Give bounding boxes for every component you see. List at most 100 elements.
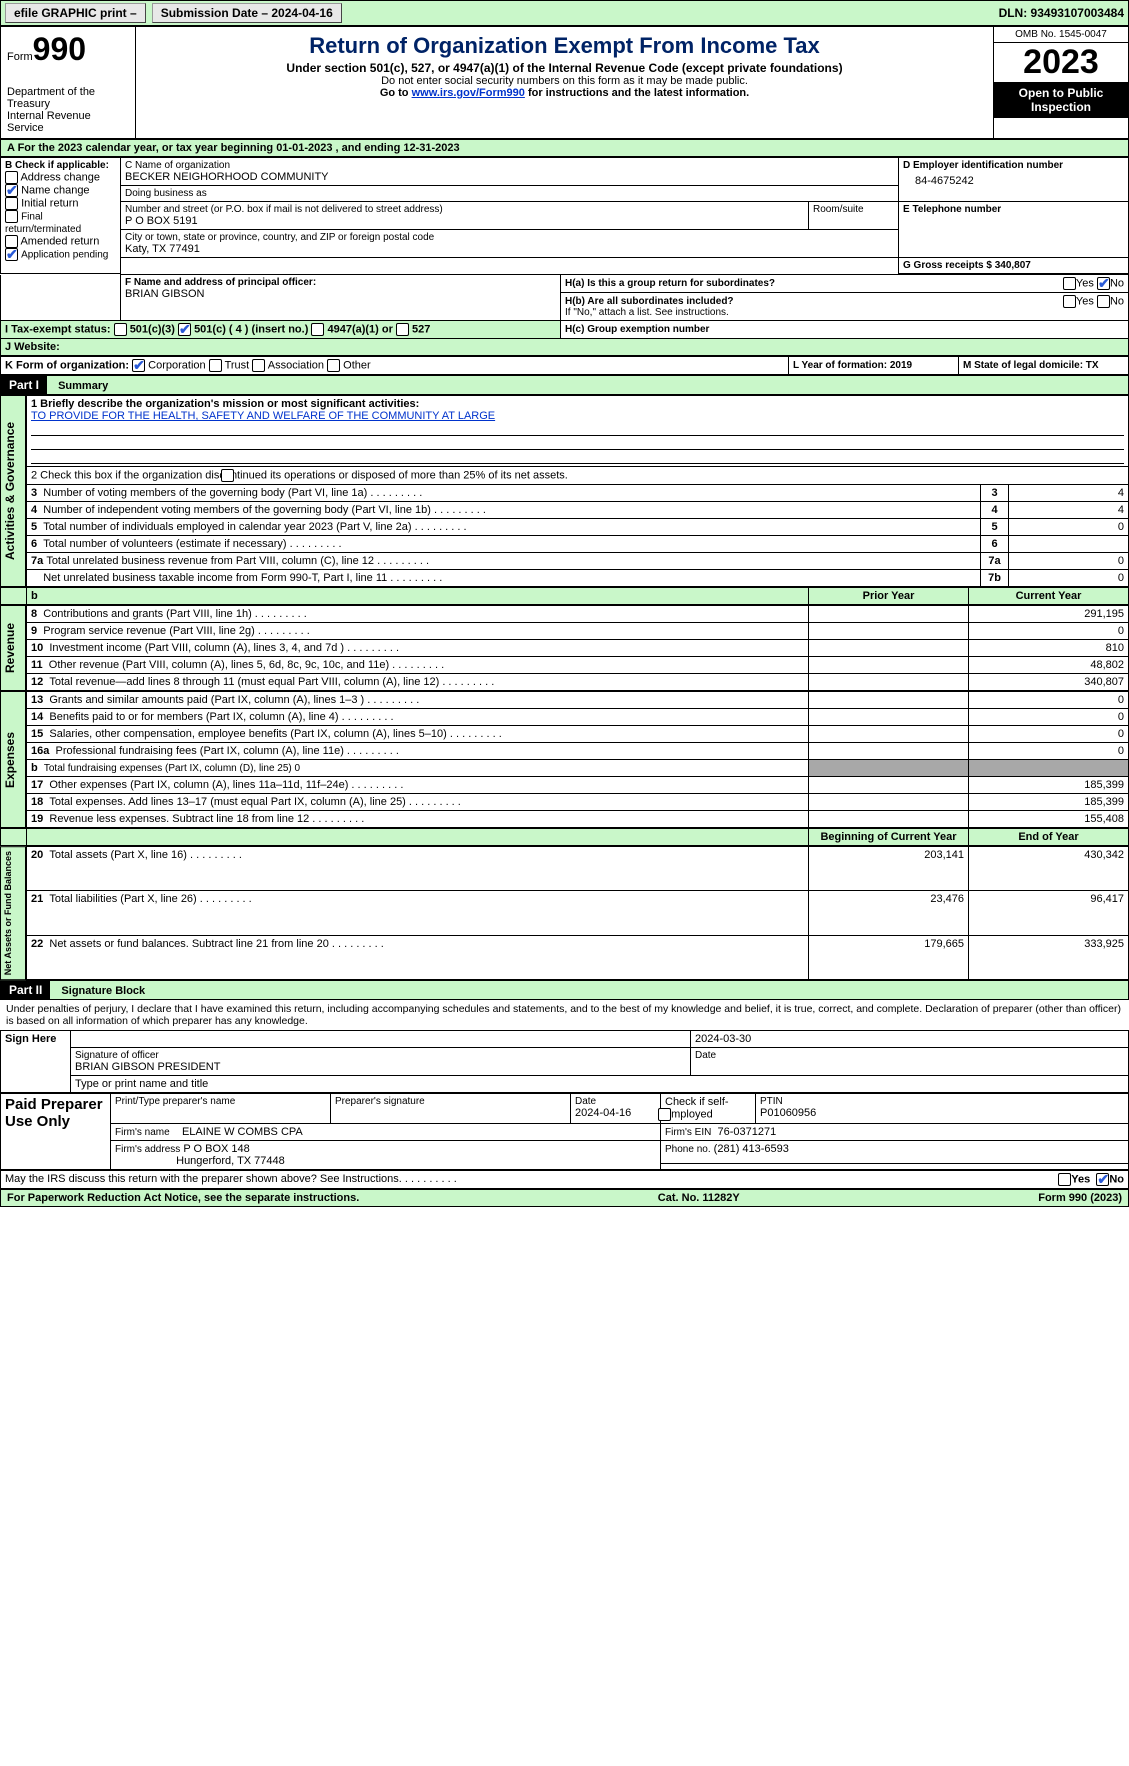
- k-other: Other: [343, 359, 371, 371]
- room-label: Room/suite: [813, 204, 894, 215]
- ptin: P01060956: [760, 1107, 1124, 1119]
- row-value: [809, 623, 969, 640]
- table-row: 17 Other expenses (Part IX, column (A), …: [27, 777, 1129, 794]
- row-value: [809, 640, 969, 657]
- i-4947-check[interactable]: [311, 323, 324, 336]
- efile-print-button[interactable]: efile GRAPHIC print –: [5, 3, 146, 23]
- org-info-table: B Check if applicable: Address change Na…: [0, 157, 1129, 274]
- form-prefix: Form: [7, 51, 33, 63]
- i-527-check[interactable]: [396, 323, 409, 336]
- i-501c3-check[interactable]: [114, 323, 127, 336]
- row-label: Total revenue—add lines 8 through 11 (mu…: [49, 676, 494, 688]
- r4-box: 4: [981, 502, 1009, 519]
- row-label: Program service revenue (Part VIII, line…: [43, 625, 310, 637]
- self-employed-check[interactable]: [658, 1108, 671, 1121]
- r7b-val: 0: [1009, 570, 1129, 587]
- table-row: 20 Total assets (Part X, line 16)203,141…: [27, 847, 1129, 891]
- may-irs-discuss: May the IRS discuss this return with the…: [5, 1173, 457, 1185]
- officer-name: BRIAN GIBSON: [125, 288, 556, 300]
- ptin-label: PTIN: [760, 1096, 1124, 1107]
- discuss-yes-check[interactable]: [1058, 1173, 1071, 1186]
- row-label: Total liabilities (Part X, line 26): [49, 893, 251, 905]
- table-row: 9 Program service revenue (Part VIII, li…: [27, 623, 1129, 640]
- row-value: 23,476: [809, 891, 969, 935]
- r3-val: 4: [1009, 485, 1129, 502]
- date-label: Date: [695, 1050, 1124, 1061]
- row-7b: Net unrelated business taxable income fr…: [27, 570, 1129, 587]
- ein-value: 84-4675242: [903, 171, 1124, 191]
- col-prior: Prior Year: [809, 588, 969, 605]
- row-value: 185,399: [969, 794, 1129, 811]
- hb-no-check[interactable]: [1097, 295, 1110, 308]
- irs-link[interactable]: www.irs.gov/Form990: [412, 87, 525, 99]
- row-value: 185,399: [969, 777, 1129, 794]
- check-initial[interactable]: [5, 197, 18, 210]
- i-527: 527: [412, 323, 430, 335]
- row-label: Net assets or fund balances. Subtract li…: [49, 938, 383, 950]
- form-note1: Do not enter social security numbers on …: [142, 75, 987, 87]
- rowK-label: K Form of organization:: [5, 359, 129, 371]
- table-row: 18 Total expenses. Add lines 13–17 (must…: [27, 794, 1129, 811]
- l1-label: 1 Briefly describe the organization's mi…: [31, 398, 1124, 410]
- hb-yes-check[interactable]: [1063, 295, 1076, 308]
- org-name-label: C Name of organization: [125, 160, 894, 171]
- row-value: 179,665: [809, 935, 969, 979]
- dept-label: Department of the Treasury: [7, 86, 129, 110]
- r6-box: 6: [981, 536, 1009, 553]
- row-value: [809, 777, 969, 794]
- table-row: 21 Total liabilities (Part X, line 26)23…: [27, 891, 1129, 935]
- submission-date-button[interactable]: Submission Date – 2024-04-16: [152, 3, 342, 23]
- row-value: [969, 760, 1129, 777]
- hc-label: H(c) Group exemption number: [565, 324, 709, 335]
- part2-num: Part II: [1, 981, 50, 999]
- row-value: [809, 606, 969, 623]
- row-value: [809, 743, 969, 760]
- k-other-check[interactable]: [327, 359, 340, 372]
- k-trust-check[interactable]: [209, 359, 222, 372]
- part1-title: Summary: [50, 378, 116, 394]
- lbl-app-pending: Application pending: [21, 249, 108, 260]
- tax-year: 2023: [994, 43, 1128, 82]
- klm-table: K Form of organization: Corporation Trus…: [0, 356, 1129, 375]
- p-date: 2024-04-16: [575, 1107, 656, 1119]
- city-value: Katy, TX 77491: [125, 243, 894, 255]
- ha-yes-check[interactable]: [1063, 277, 1076, 290]
- table-row: b Total fundraising expenses (Part IX, c…: [27, 760, 1129, 777]
- k-corp-check[interactable]: [132, 359, 145, 372]
- check-name-change[interactable]: [5, 184, 18, 197]
- part2-title: Signature Block: [53, 983, 153, 999]
- r6-val: [1009, 536, 1129, 553]
- hb-no: No: [1110, 295, 1124, 307]
- public-inspection: Open to Public Inspection: [994, 82, 1128, 118]
- sign-here-table: Sign Here 2024-03-30 Signature of office…: [0, 1030, 1129, 1093]
- r5-label: Total number of individuals employed in …: [43, 521, 466, 533]
- k-assoc-check[interactable]: [252, 359, 265, 372]
- discuss-no-check[interactable]: [1096, 1173, 1109, 1186]
- r4-val: 4: [1009, 502, 1129, 519]
- side-activities: Activities & Governance: [0, 395, 26, 587]
- addr-value: P O BOX 5191: [125, 215, 804, 227]
- row-value: 340,807: [969, 674, 1129, 691]
- addr-label: Number and street (or P.O. box if mail i…: [125, 204, 804, 215]
- l2-check[interactable]: [221, 469, 234, 482]
- officer-group-table: F Name and address of principal officer:…: [0, 274, 1129, 356]
- l1-value[interactable]: TO PROVIDE FOR THE HEALTH, SAFETY AND WE…: [31, 410, 1124, 422]
- row-label: Total expenses. Add lines 13–17 (must eq…: [49, 796, 460, 808]
- ha-no-check[interactable]: [1097, 277, 1110, 290]
- i-501c-check[interactable]: [178, 323, 191, 336]
- hb-note: If "No," attach a list. See instructions…: [565, 307, 1124, 318]
- row-value: 430,342: [969, 847, 1129, 891]
- colB-heading: B Check if applicable:: [5, 160, 116, 171]
- k-trust: Trust: [225, 359, 250, 371]
- check-app-pending[interactable]: [5, 248, 18, 261]
- footer-right: Form 990 (2023): [1038, 1192, 1122, 1204]
- phone-label: E Telephone number: [903, 204, 1124, 215]
- ha-no: No: [1110, 277, 1124, 289]
- p-check-label: Check if self-employed: [665, 1096, 729, 1120]
- check-final[interactable]: [5, 210, 18, 223]
- ein-label: D Employer identification number: [903, 160, 1124, 171]
- row-label: Investment income (Part VIII, column (A)…: [49, 642, 399, 654]
- k-assoc: Association: [268, 359, 324, 371]
- paid-preparer-label: Paid Preparer Use Only: [1, 1094, 111, 1170]
- row-label: Other expenses (Part IX, column (A), lin…: [49, 779, 403, 791]
